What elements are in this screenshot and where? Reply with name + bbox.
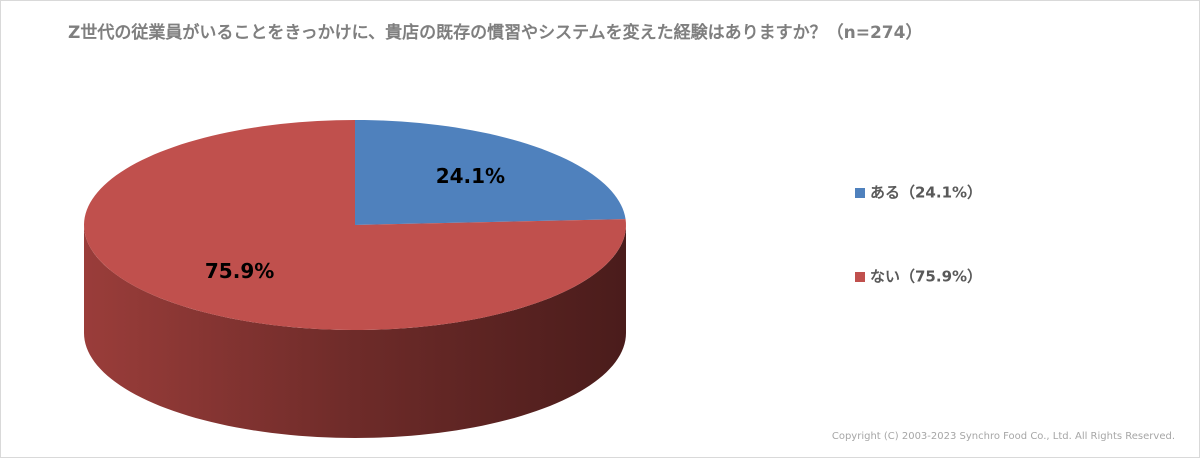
chart-title: Z世代の従業員がいることをきっかけに、貴店の既存の慣習やシステムを変えた経験はあ… [68,22,922,43]
legend-swatch [855,272,865,282]
value-label: 24.1% [436,164,505,188]
value-label: 75.9% [205,259,274,283]
slice-side [84,225,626,438]
legend-label: ない（75.9%） [870,268,982,286]
slice [355,120,626,225]
copyright: Copyright (C) 2003-2023 Synchro Food Co.… [832,431,1175,442]
legend-swatch [855,188,865,198]
slice [84,120,626,330]
legend-label: ある（24.1%） [870,184,982,202]
